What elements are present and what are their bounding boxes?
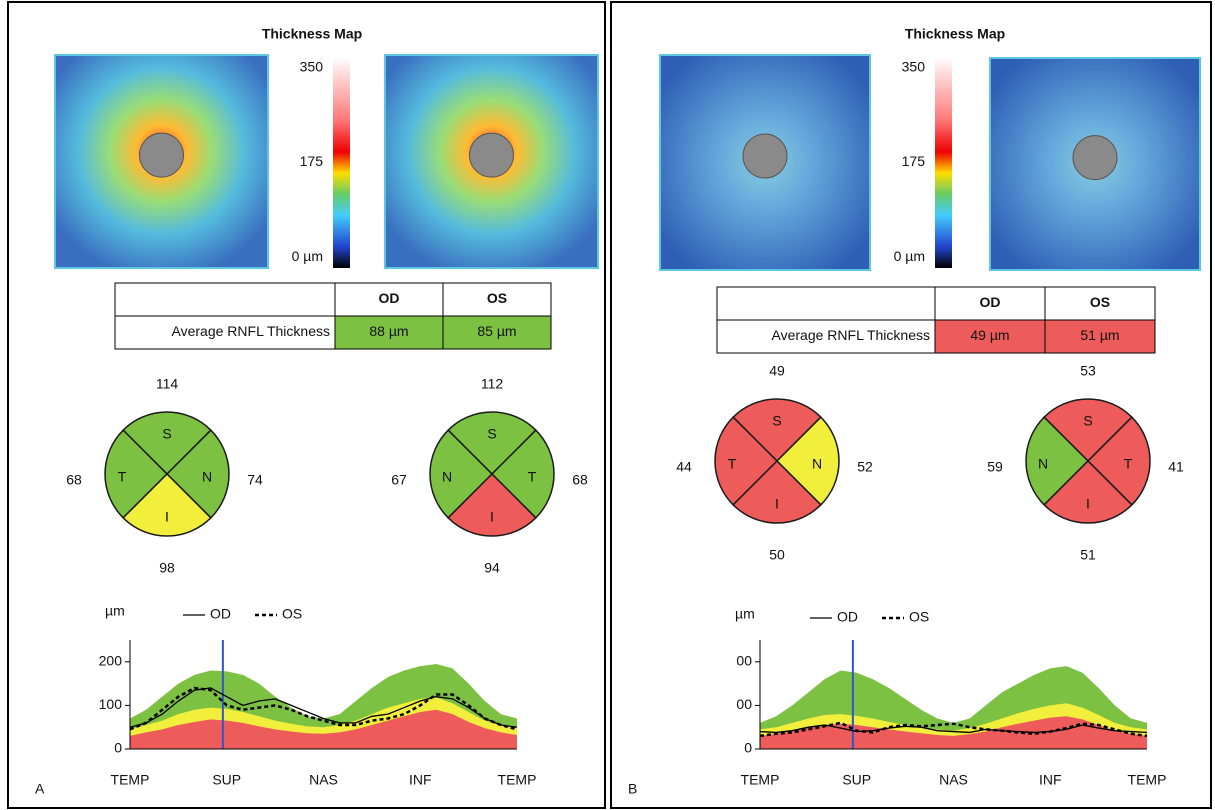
x-tick-label: INF [1039, 772, 1062, 788]
sector-value: 50 [769, 547, 785, 563]
sector-letter: N [442, 469, 452, 485]
x-tick-label: NAS [309, 772, 338, 788]
panel-label: A [35, 781, 45, 797]
sector-value: 112 [481, 376, 504, 392]
color-bar-label: 175 [300, 153, 324, 169]
sector-value: 59 [987, 459, 1003, 475]
table-value: 49 µm [970, 327, 1009, 343]
sector-letter: S [772, 413, 781, 429]
row-label: Average RNFL Thickness [172, 323, 330, 339]
sector-letter: I [490, 509, 494, 525]
optic-disc [743, 134, 787, 178]
panel-title: Thickness Map [905, 26, 1005, 42]
sector-value: 52 [857, 459, 873, 475]
table-cell [717, 287, 935, 320]
row-label: Average RNFL Thickness [772, 327, 930, 343]
optic-disc [1073, 136, 1117, 180]
table-value: 85 µm [477, 323, 516, 339]
sector-value: 41 [1168, 459, 1184, 475]
y-tick-label: 200 [99, 653, 123, 669]
sector-value: 44 [676, 459, 692, 475]
sector-value: 68 [66, 472, 82, 488]
optic-disc [140, 133, 184, 177]
sector-letter: N [812, 456, 822, 472]
figure: Thickness Map A 350 175 0 µm Average RNFL Thi… [0, 0, 1215, 810]
sector-letter: N [202, 469, 212, 485]
x-tick-label: TEMP [498, 772, 537, 788]
legend-label: OS [909, 609, 929, 625]
sector-value: 49 [769, 363, 785, 379]
color-bar-label: 0 µm [894, 248, 925, 264]
column-header: OD [379, 290, 400, 306]
sector-value: 53 [1080, 363, 1096, 379]
x-tick-label: TEMP [1128, 772, 1167, 788]
sector-letter: T [528, 469, 537, 485]
column-header: OS [1090, 294, 1110, 310]
table-cell [115, 283, 335, 316]
sector-value: 74 [247, 472, 263, 488]
color-bar-label: 350 [300, 58, 324, 74]
column-header: OS [487, 290, 507, 306]
color-bar-label: 350 [902, 58, 926, 74]
legend-label: OD [837, 609, 858, 625]
y-axis-label: µm [735, 606, 755, 622]
table-value: 88 µm [369, 323, 408, 339]
color-bar [935, 57, 952, 268]
x-tick-label: INF [409, 772, 432, 788]
x-tick-label: TEMP [111, 772, 150, 788]
y-axis-label: µm [105, 603, 125, 619]
sector-letter: S [162, 426, 171, 442]
sector-letter: S [487, 426, 496, 442]
sector-letter: S [1083, 413, 1092, 429]
column-header: OD [980, 294, 1001, 310]
sector-value: 98 [159, 560, 175, 576]
color-bar-label: 0 µm [292, 248, 323, 264]
y-tick-label: 00 [736, 696, 752, 712]
y-tick-label: 0 [744, 740, 752, 756]
sector-letter: N [1038, 456, 1048, 472]
sector-value: 51 [1080, 547, 1096, 563]
x-tick-label: NAS [939, 772, 968, 788]
table-value: 51 µm [1080, 327, 1119, 343]
y-tick-label: 0 [114, 740, 122, 756]
sector-letter: T [1124, 456, 1133, 472]
sector-value: 67 [391, 472, 407, 488]
y-tick-label: 00 [736, 653, 752, 669]
sector-letter: I [1086, 496, 1090, 512]
sector-letter: T [118, 469, 127, 485]
color-bar-label: 175 [902, 153, 926, 169]
x-tick-label: SUP [212, 772, 241, 788]
panel-label: B [628, 781, 637, 797]
sector-letter: I [775, 496, 779, 512]
x-tick-label: SUP [842, 772, 871, 788]
legend-label: OS [282, 606, 302, 622]
legend-label: OD [210, 606, 231, 622]
sector-letter: T [728, 456, 737, 472]
sector-value: 94 [484, 560, 500, 576]
sector-value: 68 [572, 472, 588, 488]
sector-value: 114 [156, 376, 179, 392]
sector-letter: I [165, 509, 169, 525]
x-tick-label: TEMP [741, 772, 780, 788]
optic-disc [470, 133, 514, 177]
panel-title: Thickness Map [262, 26, 362, 42]
color-bar [333, 57, 350, 268]
y-tick-label: 100 [99, 696, 123, 712]
